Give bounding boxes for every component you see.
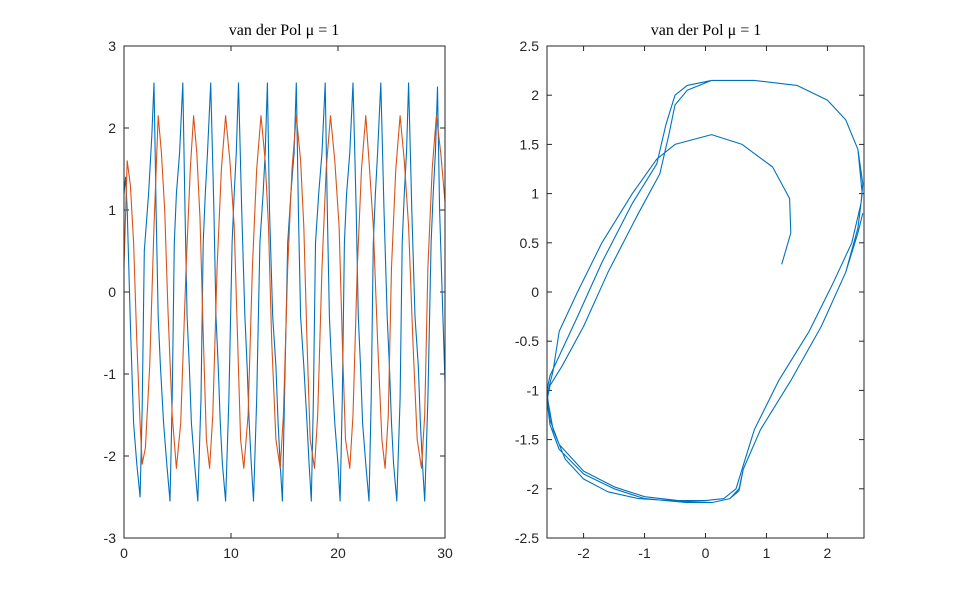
right-chart-title: van der Pol μ = 1 xyxy=(651,22,761,39)
left-y-tick-label: -1 xyxy=(104,366,117,382)
left-y-tick-label: -3 xyxy=(104,530,117,546)
right-y-tick-label: 2.5 xyxy=(520,38,540,54)
right-phase-plot-panel: van der Pol μ = 1 -2 -1 0 1 2 -2.5 -2 -1.5 -1 -0.… xyxy=(515,22,865,561)
right-axis-tick-labels: -2 -1 0 1 2 -2.5 -2 -1.5 -1 -0.5 0 0.5 1 1.5 2 2.5 xyxy=(515,38,832,561)
right-axis-ticks xyxy=(547,45,864,539)
left-y-tick-label: 3 xyxy=(108,38,116,54)
right-y-tick-label: -1 xyxy=(527,382,540,398)
right-y-tick-label: 1.5 xyxy=(520,136,540,152)
left-y-tick-label: 0 xyxy=(108,284,116,300)
left-axis-tick-labels: 0 10 20 30 -3 -2 -1 0 1 2 3 xyxy=(104,38,453,561)
right-y-tick-label: -2.5 xyxy=(515,530,539,546)
left-x-tick-label: 20 xyxy=(330,545,346,561)
left-y-tick-label: 1 xyxy=(108,202,116,218)
right-x-tick-label: 0 xyxy=(702,545,710,561)
right-x-tick-label: 2 xyxy=(824,545,832,561)
left-time-series-panel: van der Pol μ = 1 0 10 20 30 -3 -2 -1 0 1 2 3 xyxy=(104,22,453,561)
right-y-tick-label: 1 xyxy=(531,186,539,202)
left-y-tick-label: 2 xyxy=(108,120,116,136)
left-x-tick-label: 30 xyxy=(437,545,453,561)
right-x-tick-label: -1 xyxy=(638,545,651,561)
right-y-tick-label: -2 xyxy=(527,481,540,497)
right-series-group xyxy=(546,79,864,504)
right-axes-box xyxy=(546,45,865,539)
right-y-tick-label: 0.5 xyxy=(520,235,540,251)
right-x-tick-label: 1 xyxy=(763,545,771,561)
right-x-tick-label: -2 xyxy=(577,545,590,561)
right-y-tick-label: -1.5 xyxy=(515,432,539,448)
left-x-tick-label: 10 xyxy=(223,545,239,561)
left-y-tick-label: -2 xyxy=(104,448,117,464)
left-chart-title: van der Pol μ = 1 xyxy=(229,22,339,39)
left-series-line-2 xyxy=(123,115,446,469)
right-y-tick-label: 2 xyxy=(531,87,539,103)
left-x-tick-label: 0 xyxy=(120,545,128,561)
left-series-group xyxy=(123,82,446,502)
right-y-tick-label: 0 xyxy=(531,284,539,300)
left-series-line-1 xyxy=(123,82,446,502)
left-axes-box xyxy=(123,45,446,539)
right-series-line-1 xyxy=(546,79,864,504)
left-axis-ticks xyxy=(123,45,446,539)
right-y-tick-label: -0.5 xyxy=(515,333,539,349)
